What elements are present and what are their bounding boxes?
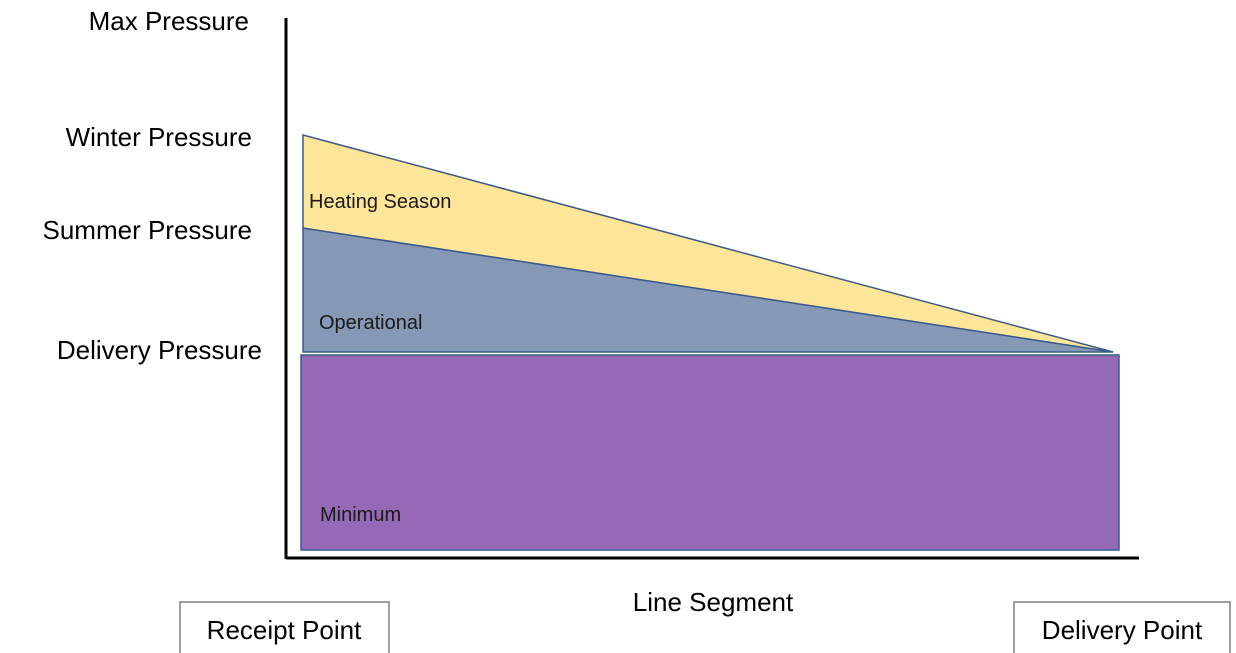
summer-pressure-label: Summer Pressure (43, 215, 253, 245)
minimum-region (300, 354, 1120, 551)
delivery-point-box: Delivery Point (1013, 601, 1231, 653)
delivery-pressure-label: Delivery Pressure (57, 335, 262, 365)
max-pressure-label: Max Pressure (89, 6, 249, 36)
receipt-point-box: Receipt Point (179, 601, 390, 653)
operational-label: Operational (319, 312, 422, 334)
winter-pressure-label: Winter Pressure (66, 122, 252, 152)
heating-season-region (302, 134, 1114, 353)
receipt-point-label: Receipt Point (207, 615, 362, 645)
delivery-point-label: Delivery Point (1042, 615, 1203, 645)
heating-season-label: Heating Season (309, 191, 451, 213)
x-axis-label: Line Segment (633, 587, 794, 617)
minimum-label: Minimum (320, 504, 401, 526)
